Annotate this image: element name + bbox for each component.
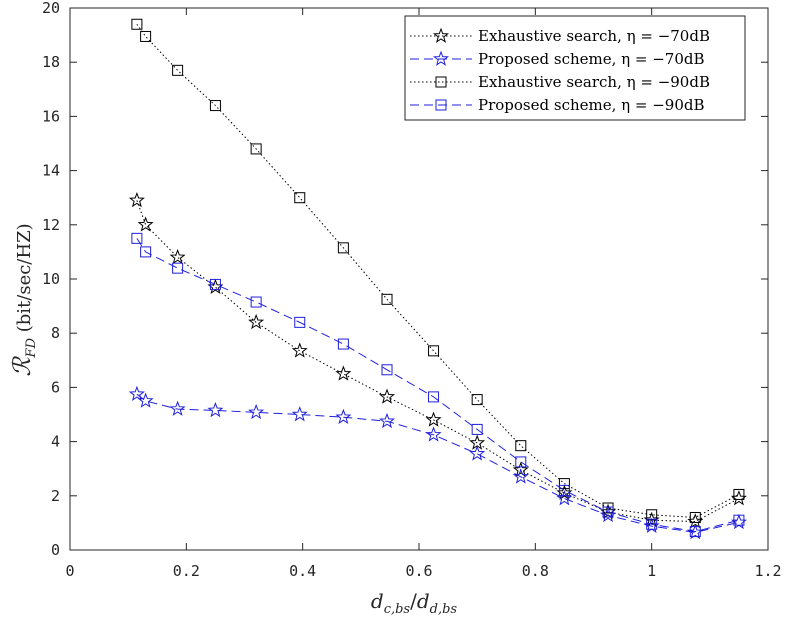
y-tick-label: 2	[51, 487, 60, 505]
legend: Exhaustive search, η = −70dB Proposed sch…	[404, 15, 746, 121]
series-4	[131, 232, 745, 538]
square-marker	[381, 293, 393, 305]
star-marker	[335, 365, 352, 381]
x-tick-label: 0.8	[522, 562, 549, 580]
x-tick-label: 1	[647, 562, 656, 580]
square-marker	[435, 99, 447, 111]
y-tick-label: 6	[51, 378, 60, 396]
y-tick-label: 20	[42, 0, 60, 17]
square-marker	[337, 242, 349, 254]
square-marker	[337, 338, 349, 350]
star-marker	[207, 402, 224, 418]
square-marker	[172, 262, 184, 274]
square-marker	[140, 246, 152, 258]
square-marker	[646, 509, 658, 521]
y-tick-label: 0	[51, 541, 60, 559]
y-tick-label: 18	[42, 53, 60, 71]
y-tick-label: 10	[42, 270, 60, 288]
svg-text:dc,bs/dd,bs: dc,bs/dd,bs	[371, 589, 458, 617]
series-line	[136, 393, 740, 533]
series-line	[136, 238, 740, 533]
square-marker	[172, 64, 184, 76]
square-marker	[733, 488, 745, 500]
y-axis-label: ℛFD (bit/sec/HZ)	[8, 223, 39, 376]
square-marker	[428, 391, 440, 403]
star-marker	[128, 385, 145, 401]
legend-label: Exhaustive search, η = −70dB	[478, 27, 710, 45]
star-marker	[169, 400, 186, 416]
square-marker	[689, 511, 701, 523]
star-marker	[291, 406, 308, 422]
legend-item-3: Exhaustive search, η = −90dB	[410, 73, 710, 91]
y-tick-label: 4	[51, 433, 60, 451]
square-marker	[646, 518, 658, 530]
star-marker	[248, 403, 265, 420]
star-marker	[137, 392, 154, 408]
legend-item-1: Exhaustive search, η = −70dB	[410, 27, 710, 45]
star-marker	[291, 342, 308, 358]
square-marker	[471, 394, 483, 406]
svg-text:ℛFD (bit/sec/HZ): ℛFD (bit/sec/HZ)	[8, 223, 39, 376]
series-layer	[128, 18, 747, 540]
square-marker	[689, 526, 701, 538]
x-tick-label: 0	[65, 562, 74, 580]
square-marker	[294, 316, 306, 328]
x-tick-label: 1.2	[754, 562, 781, 580]
legend-box	[404, 15, 746, 121]
legend-label: Proposed scheme, η = −70dB	[478, 50, 705, 68]
star-marker	[425, 411, 442, 427]
square-marker	[209, 100, 221, 112]
square-marker	[558, 484, 570, 496]
series-line	[136, 23, 740, 518]
square-marker	[250, 296, 262, 308]
x-tick-label: 0.6	[405, 562, 432, 580]
x-axis-label: dc,bs/dd,bs	[371, 589, 458, 617]
y-tick-label: 12	[42, 216, 60, 234]
series-3	[131, 18, 745, 523]
star-marker	[128, 191, 145, 208]
square-marker	[515, 456, 527, 468]
star-marker	[169, 248, 186, 265]
square-marker	[435, 76, 447, 88]
square-marker	[558, 478, 570, 490]
square-marker	[294, 192, 306, 204]
legend-label: Proposed scheme, η = −90dB	[478, 96, 705, 114]
star-marker	[378, 388, 396, 404]
star-marker	[248, 313, 265, 330]
square-marker	[428, 345, 440, 357]
square-marker	[471, 423, 483, 435]
star-marker	[432, 50, 450, 66]
axis-ticks: 0 0.2 0.4 0.6 0.8 1 1.2 0 2 4 6 8 10 12 14 16 18 20	[42, 0, 782, 580]
square-marker	[602, 506, 614, 518]
x-tick-label: 0.2	[173, 562, 200, 580]
square-marker	[250, 143, 262, 155]
legend-label: Exhaustive search, η = −90dB	[478, 73, 710, 91]
square-marker	[131, 232, 143, 244]
y-tick-label: 14	[42, 162, 60, 180]
y-tick-label: 16	[42, 107, 60, 125]
star-marker	[512, 461, 529, 477]
legend-item-4: Proposed scheme, η = −90dB	[410, 96, 705, 114]
square-marker	[131, 18, 143, 30]
star-marker	[425, 426, 442, 442]
star-marker	[335, 408, 352, 425]
square-marker	[381, 364, 393, 376]
star-marker	[469, 445, 486, 461]
x-tick-label: 0.4	[289, 562, 316, 580]
star-marker	[378, 412, 396, 429]
y-tick-label: 8	[51, 324, 60, 342]
star-marker	[556, 490, 573, 506]
star-marker	[432, 27, 450, 43]
square-marker	[209, 278, 221, 290]
square-marker	[515, 440, 527, 452]
star-marker	[512, 468, 529, 484]
legend-item-2: Proposed scheme, η = −70dB	[410, 50, 705, 68]
square-marker	[733, 514, 745, 526]
square-marker	[140, 30, 152, 42]
star-marker	[137, 216, 154, 232]
